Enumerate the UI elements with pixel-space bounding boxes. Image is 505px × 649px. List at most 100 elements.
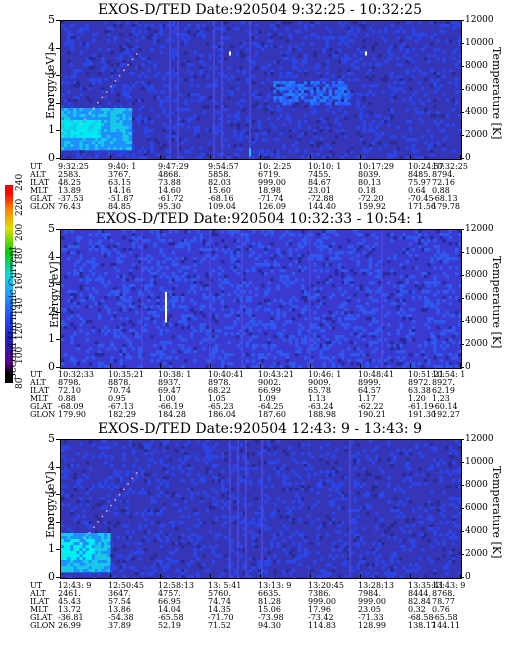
- y-tick-mark: [56, 367, 60, 368]
- y-tick-label: 0: [48, 151, 55, 164]
- x-tick-mark: [160, 364, 161, 368]
- right-tick-mark: [460, 20, 464, 21]
- trace-point: [101, 96, 104, 99]
- orbit-value: -71.74: [258, 194, 284, 203]
- trace-point: [105, 510, 108, 512]
- orbit-value: 186.04: [208, 410, 236, 419]
- orbit-row-label: MLT: [30, 394, 49, 403]
- x-tick-mark: [360, 364, 361, 368]
- orbit-value: 144.11: [432, 621, 460, 630]
- panel-title: EXOS-D/TED Date:920504 10:32:33 - 10:54:…: [95, 211, 425, 227]
- trace-point: [80, 123, 82, 126]
- x-tick-mark: [60, 155, 61, 159]
- spectrogram-streak: [221, 21, 223, 159]
- orbit-row-label: GLON: [30, 202, 56, 211]
- right-tick-mark: [460, 439, 464, 440]
- orbit-value: -65.58: [432, 613, 458, 622]
- right-tick-label: 4000: [465, 526, 488, 536]
- orbit-value: 10:38: 1: [158, 370, 192, 379]
- orbit-value: -68.09: [58, 402, 84, 411]
- right-tick-mark: [460, 112, 464, 113]
- orbit-value: -51.87: [108, 194, 134, 203]
- orbit-value: 179.90: [58, 410, 86, 419]
- y-tick-label: 3: [48, 487, 55, 501]
- orbit-value: 26.99: [58, 621, 81, 630]
- orbit-value: -37.53: [58, 194, 84, 203]
- panel-title: EXOS-D/TED Date:920504 9:32:25 - 10:32:2…: [98, 2, 422, 18]
- orbit-value: 13:13: 9: [258, 581, 292, 590]
- orbit-value: 8927.: [432, 378, 455, 387]
- right-axis-label: Temperature [K]: [490, 466, 503, 559]
- orbit-value: 159.92: [358, 202, 386, 211]
- right-tick-mark: [460, 135, 464, 136]
- orbit-value: 6635.: [258, 589, 281, 598]
- y-tick-label: 1: [48, 123, 55, 137]
- right-tick-mark: [460, 554, 464, 555]
- orbit-value: -73.98: [258, 613, 284, 622]
- trace-point: [127, 483, 129, 485]
- spectrogram: [60, 229, 462, 369]
- right-tick-mark: [460, 577, 464, 578]
- orbit-value: 1.20: [408, 394, 426, 403]
- orbit-value: 14.16: [108, 186, 131, 195]
- orbit-value: -67.13: [108, 402, 134, 411]
- spectrogram-streak: [141, 230, 143, 368]
- orbit-value: 13: 5:41: [208, 581, 242, 590]
- spectrogram-streak: [309, 230, 311, 368]
- orbit-value: 126.09: [258, 202, 286, 211]
- orbit-value: 0.32: [408, 605, 426, 614]
- orbit-value: 9:47:29: [158, 162, 189, 171]
- orbit-value: 94.30: [258, 621, 281, 630]
- y-tick-label: 2: [48, 95, 55, 109]
- orbit-value: 48.25: [58, 178, 81, 187]
- orbit-value: 12:58:13: [158, 581, 194, 590]
- right-tick-label: 8000: [465, 270, 488, 280]
- right-tick-label: 6000: [465, 503, 488, 513]
- y-tick-label: 5: [48, 13, 55, 26]
- right-tick-mark: [460, 43, 464, 44]
- orbit-value: 64.57: [358, 386, 381, 395]
- y-tick-mark: [56, 20, 60, 21]
- spectrogram-streak: [213, 21, 215, 159]
- spectrogram-streak: [245, 440, 247, 578]
- right-axis-label: Temperature [K]: [490, 47, 503, 140]
- orbit-value: 12:50:45: [108, 581, 144, 590]
- orbit-value: 80.13: [358, 178, 381, 187]
- spectrogram-streak: [229, 440, 231, 578]
- orbit-row-label: UT: [30, 370, 43, 379]
- orbit-value: 138.17: [408, 621, 436, 630]
- orbit-value: 3647.: [108, 589, 131, 598]
- spectrogram: [60, 439, 462, 579]
- y-tick-label: 2: [48, 514, 55, 528]
- orbit-row-label: GLAT: [30, 402, 53, 411]
- orbit-value: 74.74: [208, 597, 231, 606]
- orbit-value: 144.40: [308, 202, 336, 211]
- orbit-value: 6719.: [258, 170, 281, 179]
- x-tick-mark: [460, 574, 461, 578]
- trace-point: [118, 74, 121, 77]
- orbit-value: 1.00: [158, 394, 176, 403]
- y-tick-mark: [56, 577, 60, 578]
- right-tick-label: 8000: [465, 480, 488, 490]
- orbit-value: 7455.: [308, 170, 331, 179]
- orbit-value: 72.16: [432, 178, 455, 187]
- orbit-value: 1.23: [432, 394, 450, 403]
- right-tick-mark: [460, 531, 464, 532]
- right-tick-mark: [460, 66, 464, 67]
- x-tick-mark: [460, 364, 461, 368]
- colorbar-scale: [5, 185, 13, 383]
- orbit-row-label: GLAT: [30, 613, 53, 622]
- spectrogram-streak: [249, 21, 251, 159]
- orbit-value: 8972.: [408, 378, 431, 387]
- trace-point: [135, 53, 138, 55]
- trace-point: [84, 537, 87, 539]
- orbit-value: 65.78: [308, 386, 331, 395]
- y-tick-label: 5: [48, 222, 55, 235]
- spectrogram-streak: [209, 230, 211, 368]
- spectrogram-streak: [349, 440, 351, 578]
- orbit-value: 76.43: [58, 202, 81, 211]
- orbit-value: 23.05: [358, 605, 381, 614]
- orbit-value: 0.76: [432, 605, 450, 614]
- colorbar-label: Second Harmonic Current: [8, 246, 19, 380]
- orbit-value: 188.98: [308, 410, 336, 419]
